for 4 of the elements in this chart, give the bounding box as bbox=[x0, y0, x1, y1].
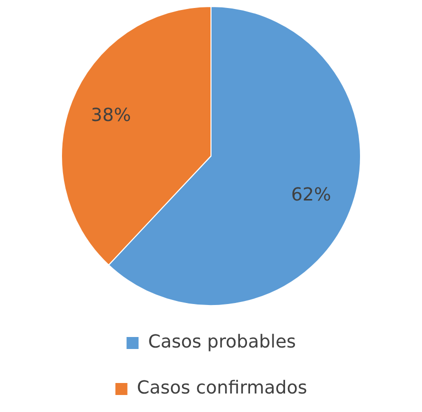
data-label: 38% bbox=[90, 105, 131, 126]
legend-label: Casos probables bbox=[148, 332, 296, 353]
legend-label: Casos confirmados bbox=[136, 378, 308, 399]
data-label: 62% bbox=[291, 184, 332, 206]
